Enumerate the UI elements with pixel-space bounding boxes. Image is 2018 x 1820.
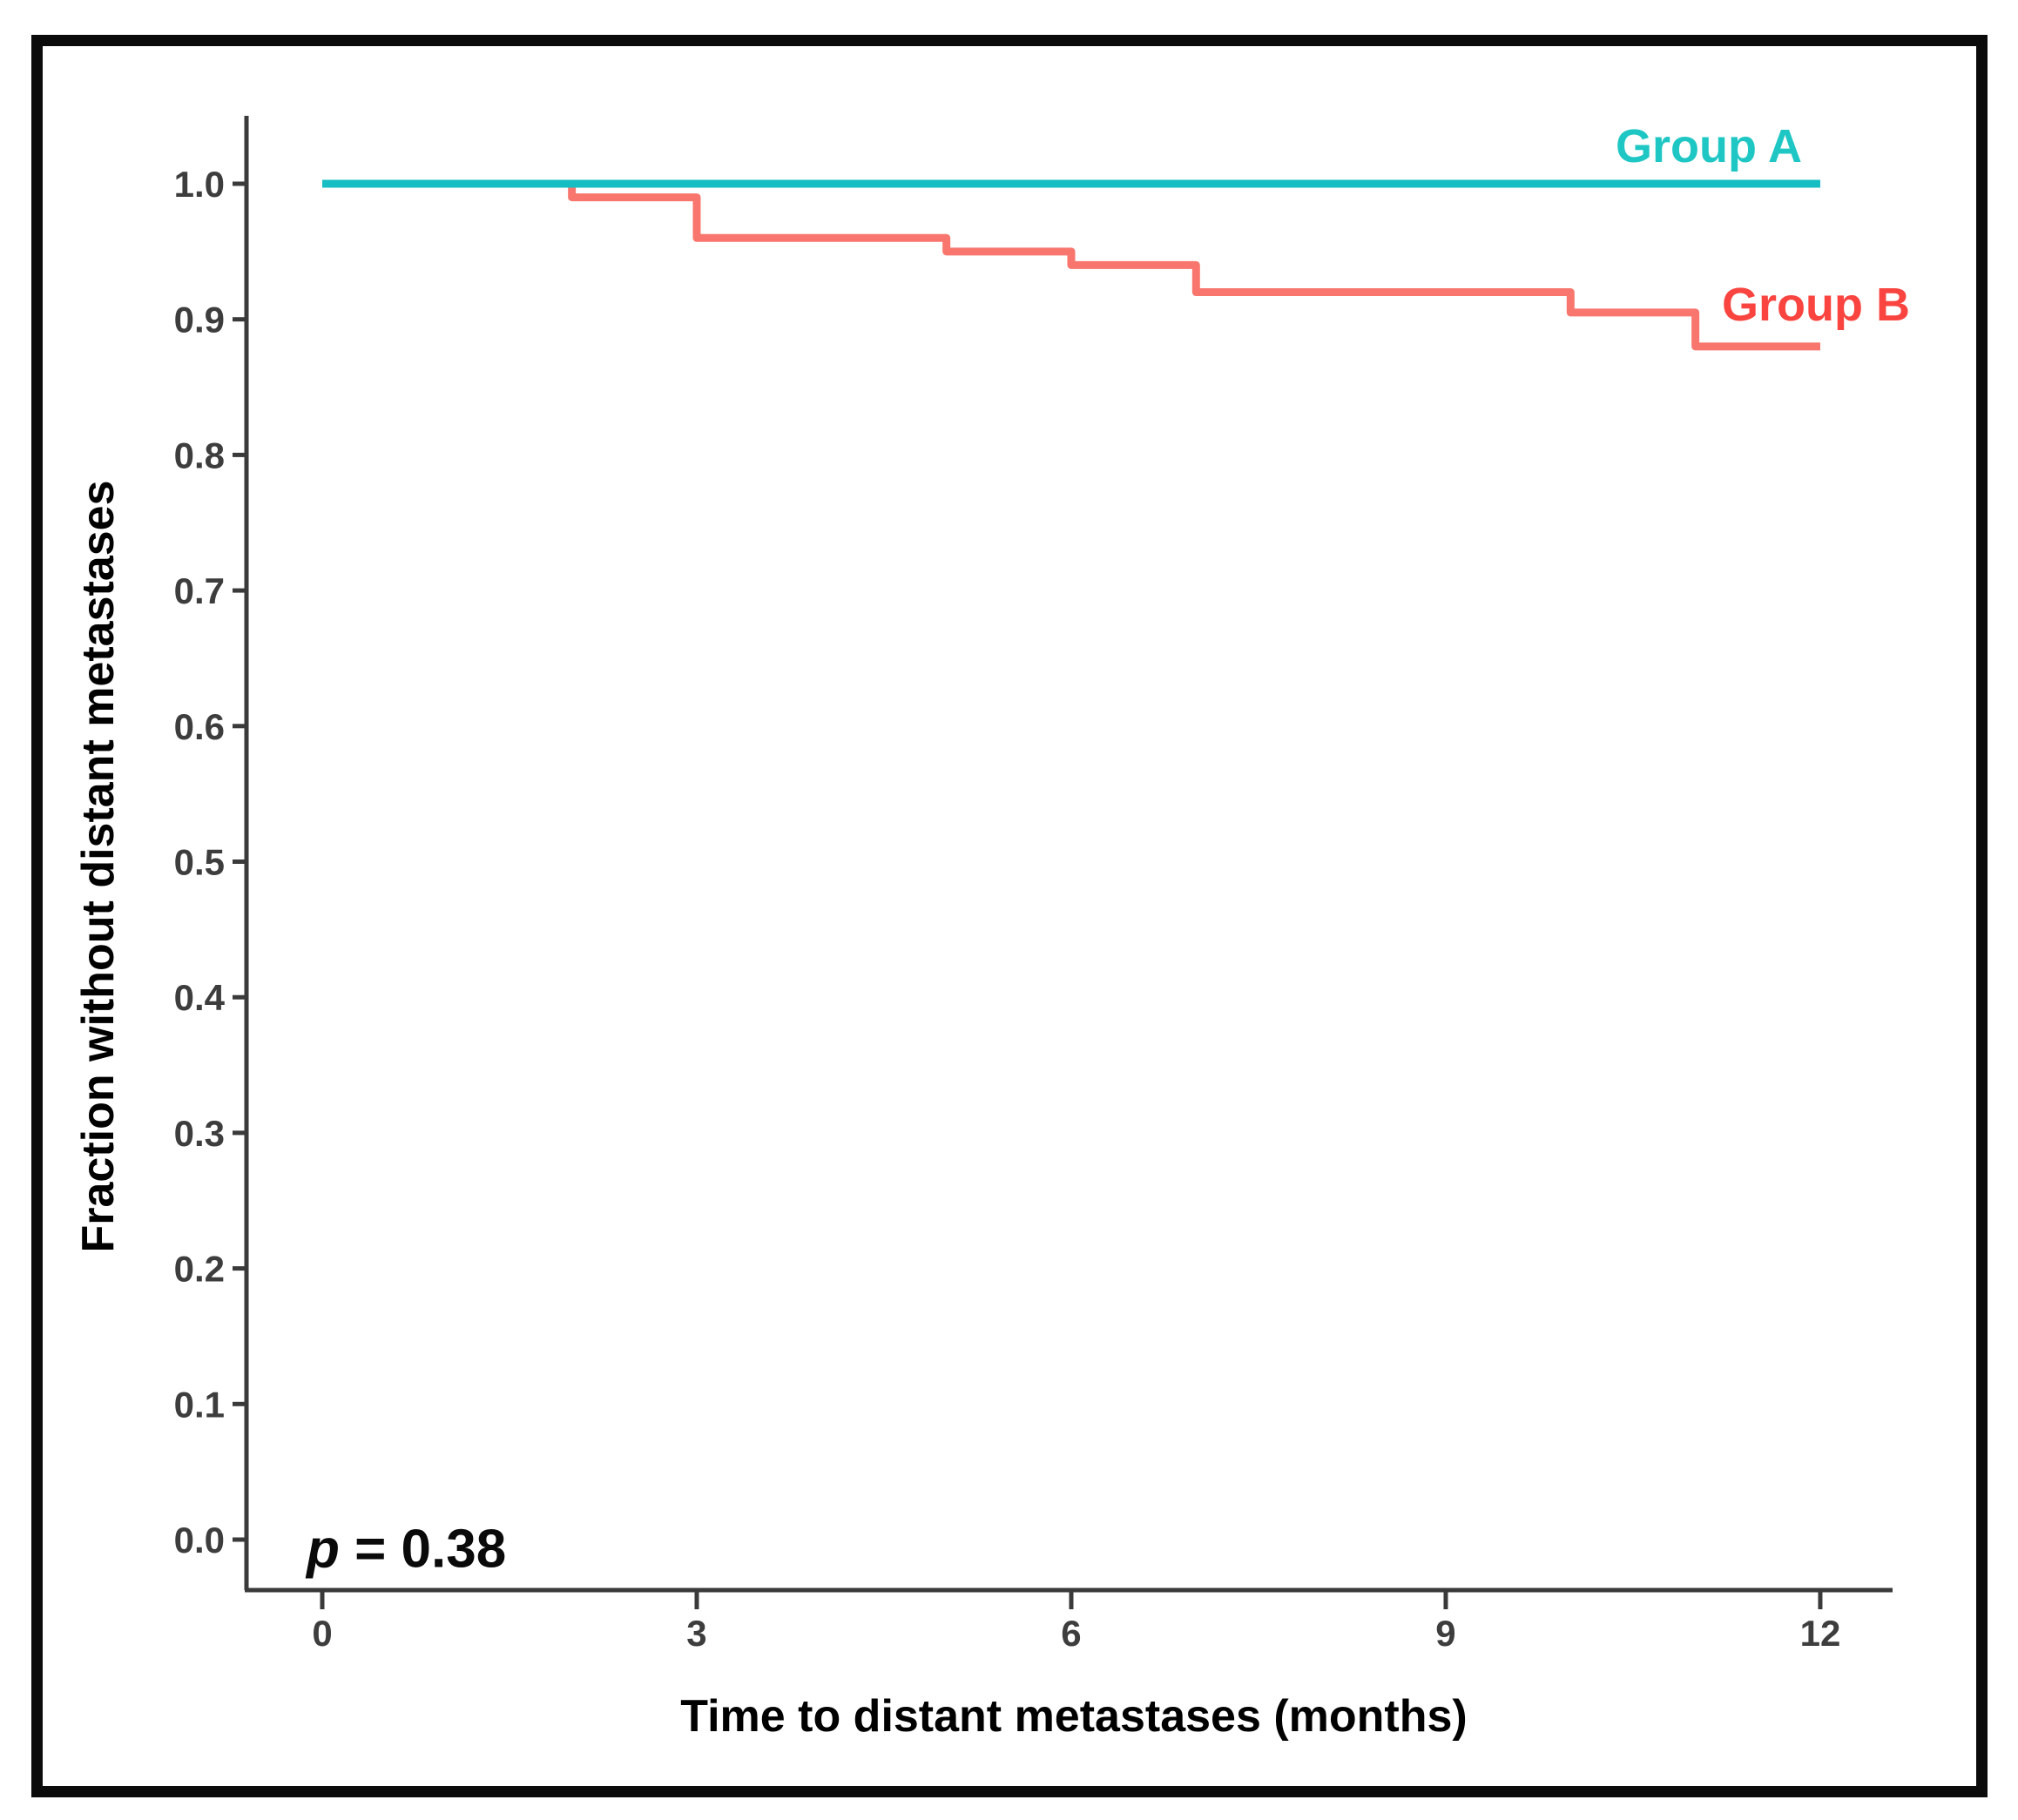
- y-tick-label: 0.6: [174, 706, 225, 747]
- y-tick-label: 0.1: [174, 1384, 225, 1425]
- x-tick-label: 6: [1061, 1613, 1081, 1654]
- x-tick-label: 0: [312, 1613, 332, 1654]
- x-tick-label: 12: [1800, 1613, 1841, 1654]
- curve-group-b: [322, 179, 1820, 351]
- x-tick-label: 3: [686, 1613, 706, 1654]
- axes: [244, 116, 1893, 1593]
- y-tick-label: 0.0: [174, 1520, 225, 1560]
- figure-frame: [31, 35, 1988, 1797]
- y-tick-label: 0.8: [174, 435, 225, 475]
- p-value-annotation: p = 0.38: [307, 1519, 506, 1581]
- y-axis-title: Fraction without distant metastases: [73, 480, 124, 1253]
- y-tick-label: 0.5: [174, 842, 225, 883]
- p-value-text: = 0.38: [339, 1519, 507, 1580]
- y-tick-label: 0.9: [174, 300, 225, 340]
- y-tick-label: 0.7: [174, 570, 225, 611]
- x-tick-label: 9: [1435, 1613, 1455, 1654]
- y-tick-label: 0.2: [174, 1249, 225, 1290]
- series-label-group-b: Group B: [1722, 279, 1910, 331]
- y-tick-label: 0.3: [174, 1113, 225, 1154]
- x-axis-title: Time to distant metastases (months): [680, 1691, 1468, 1742]
- y-tick-label: 1.0: [174, 164, 225, 205]
- p-symbol: p: [307, 1519, 340, 1580]
- y-tick-label: 0.4: [174, 977, 226, 1018]
- series-label-group-a: Group A: [1616, 120, 1802, 172]
